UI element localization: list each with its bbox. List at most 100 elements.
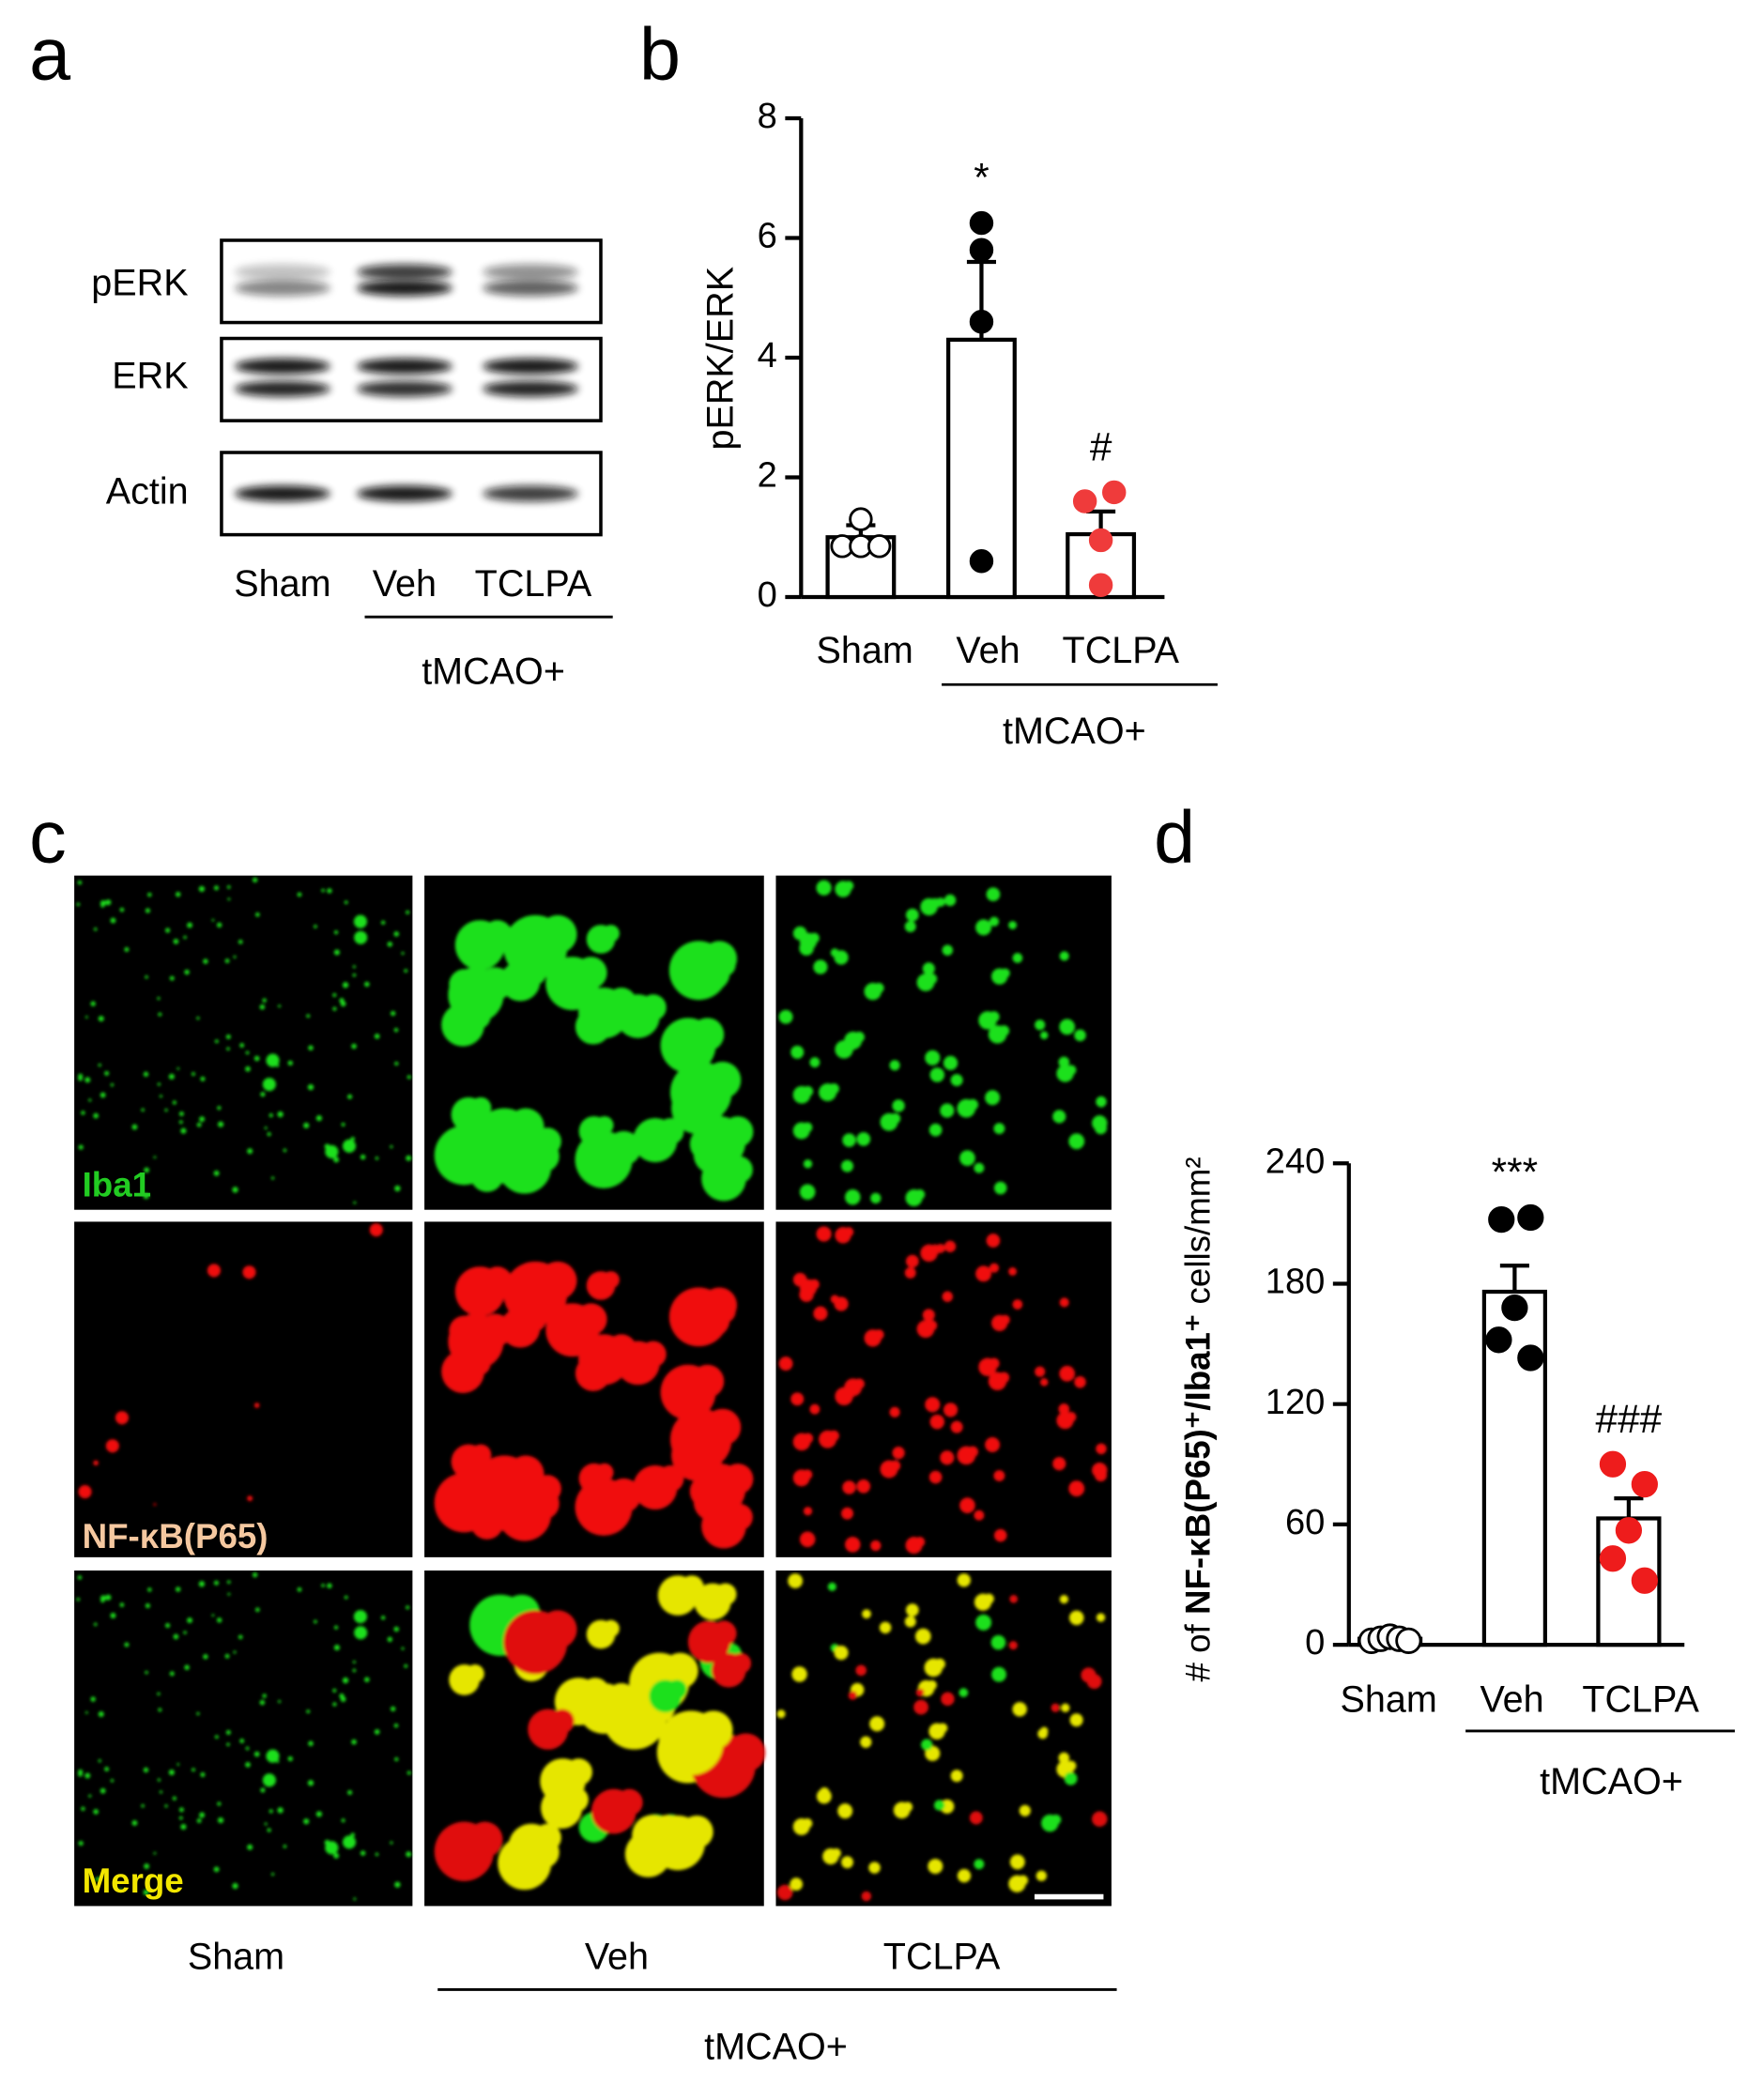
cell [1074, 1029, 1086, 1042]
x-tick-label: Sham [1341, 1678, 1437, 1720]
cell [145, 1670, 148, 1675]
cell [360, 1154, 366, 1160]
cell [790, 1392, 805, 1406]
cell [214, 1039, 219, 1044]
cell [575, 957, 607, 989]
cell [816, 880, 832, 896]
cell [100, 1092, 106, 1098]
cell [914, 1628, 931, 1645]
cell [926, 1320, 938, 1331]
cell [393, 1626, 400, 1632]
cell [84, 1016, 88, 1019]
cell [124, 946, 130, 952]
lane-label: Sham [234, 563, 330, 605]
y-tick-label: 0 [1305, 1622, 1325, 1663]
cell [145, 908, 150, 913]
cell [341, 1122, 345, 1126]
cell [119, 1602, 125, 1607]
cell [1059, 1365, 1076, 1382]
group-label: tMCAO+ [422, 651, 565, 692]
cell [848, 1691, 858, 1700]
cell [78, 1144, 84, 1150]
cell [297, 1586, 302, 1592]
group-label: tMCAO+ [704, 2026, 848, 2067]
cell [390, 1010, 396, 1017]
cell [467, 1126, 503, 1162]
cell [905, 1254, 919, 1268]
cell [115, 1411, 129, 1425]
cell [986, 887, 1001, 902]
cell [264, 1822, 268, 1826]
cell [196, 1016, 200, 1020]
cell [892, 1447, 905, 1460]
micrograph-cells [434, 1575, 766, 1891]
cell [105, 1594, 112, 1601]
cell [1018, 1875, 1029, 1886]
cell [873, 1329, 884, 1341]
cell [172, 1796, 176, 1801]
micrograph [74, 875, 413, 1210]
cell [84, 1710, 88, 1714]
cell [722, 1116, 754, 1148]
cell [380, 1616, 386, 1620]
cell [813, 959, 828, 974]
cell [255, 912, 260, 917]
cell [158, 1012, 162, 1017]
cell [1068, 1480, 1085, 1497]
cell [364, 981, 370, 988]
blot-band [357, 358, 453, 375]
cell [192, 1768, 195, 1772]
cell [1064, 1771, 1078, 1785]
cell [934, 1800, 945, 1811]
cell [914, 1537, 926, 1547]
cell [104, 1070, 110, 1076]
data-point [1088, 528, 1113, 553]
cell [325, 1144, 339, 1158]
cell [164, 1804, 168, 1808]
cell [802, 1085, 814, 1097]
cell [1096, 1443, 1107, 1455]
cell [393, 931, 400, 937]
cell [701, 1287, 738, 1324]
cell [157, 1692, 161, 1695]
cell [227, 1592, 231, 1596]
cell [1012, 1702, 1027, 1717]
cell [262, 1693, 267, 1698]
blot-band [235, 380, 330, 397]
cell [143, 1193, 149, 1200]
cell [347, 1789, 353, 1796]
cell [374, 1729, 380, 1735]
cell [252, 1572, 258, 1578]
cell [255, 1607, 260, 1613]
significance-label: * [974, 156, 989, 200]
cell [390, 1145, 393, 1149]
cell [287, 1755, 293, 1762]
micrograph-cells [776, 1573, 1108, 1902]
blot-band [483, 358, 578, 375]
cell [238, 1634, 243, 1640]
cell [226, 1580, 231, 1585]
cell [861, 1891, 872, 1902]
cell [183, 1631, 187, 1634]
cell [937, 1723, 948, 1734]
cell [406, 1851, 412, 1858]
cell [701, 941, 738, 977]
y-tick-label: 180 [1265, 1262, 1326, 1302]
blot-band [483, 485, 578, 502]
blot-band [235, 358, 330, 375]
cell [690, 1018, 725, 1051]
cell [98, 1016, 104, 1022]
cell [145, 975, 148, 979]
cell [974, 1509, 985, 1521]
cell [929, 1067, 945, 1082]
data-point [1488, 1205, 1515, 1234]
cell [1069, 1713, 1083, 1727]
micrograph-cells [434, 1261, 754, 1549]
cell [929, 1414, 945, 1430]
cell [88, 1794, 92, 1798]
cell [790, 1877, 804, 1892]
cell [929, 1244, 941, 1255]
cell [277, 1111, 284, 1118]
cell [387, 942, 392, 947]
cell [778, 1356, 793, 1371]
